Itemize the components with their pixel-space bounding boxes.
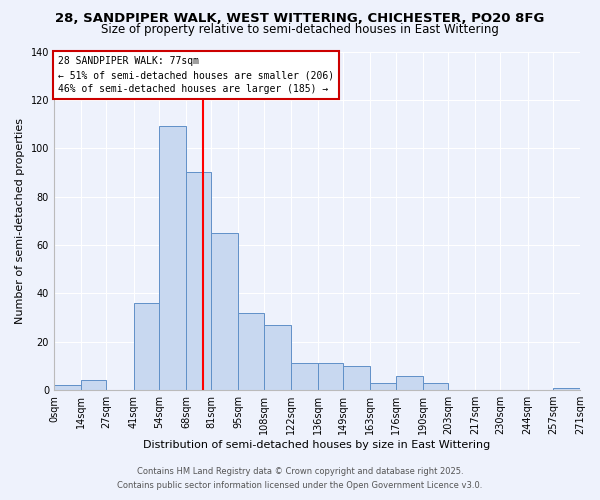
Bar [395,376,423,390]
Bar [263,325,291,390]
Y-axis label: Number of semi-detached properties: Number of semi-detached properties [15,118,25,324]
Bar [370,383,395,390]
X-axis label: Distribution of semi-detached houses by size in East Wittering: Distribution of semi-detached houses by … [143,440,491,450]
Bar [211,233,238,390]
Text: 28, SANDPIPER WALK, WEST WITTERING, CHICHESTER, PO20 8FG: 28, SANDPIPER WALK, WEST WITTERING, CHIC… [55,12,545,26]
Bar [291,364,318,390]
Text: Size of property relative to semi-detached houses in East Wittering: Size of property relative to semi-detach… [101,22,499,36]
Bar [54,385,81,390]
Bar [159,126,186,390]
Bar [423,383,448,390]
Bar [553,388,580,390]
Bar [134,303,159,390]
Text: Contains HM Land Registry data © Crown copyright and database right 2025.
Contai: Contains HM Land Registry data © Crown c… [118,468,482,489]
Text: 28 SANDPIPER WALK: 77sqm
← 51% of semi-detached houses are smaller (206)
46% of : 28 SANDPIPER WALK: 77sqm ← 51% of semi-d… [58,56,334,94]
Bar [318,364,343,390]
Bar [186,172,211,390]
Bar [81,380,106,390]
Bar [343,366,370,390]
Bar [238,312,263,390]
